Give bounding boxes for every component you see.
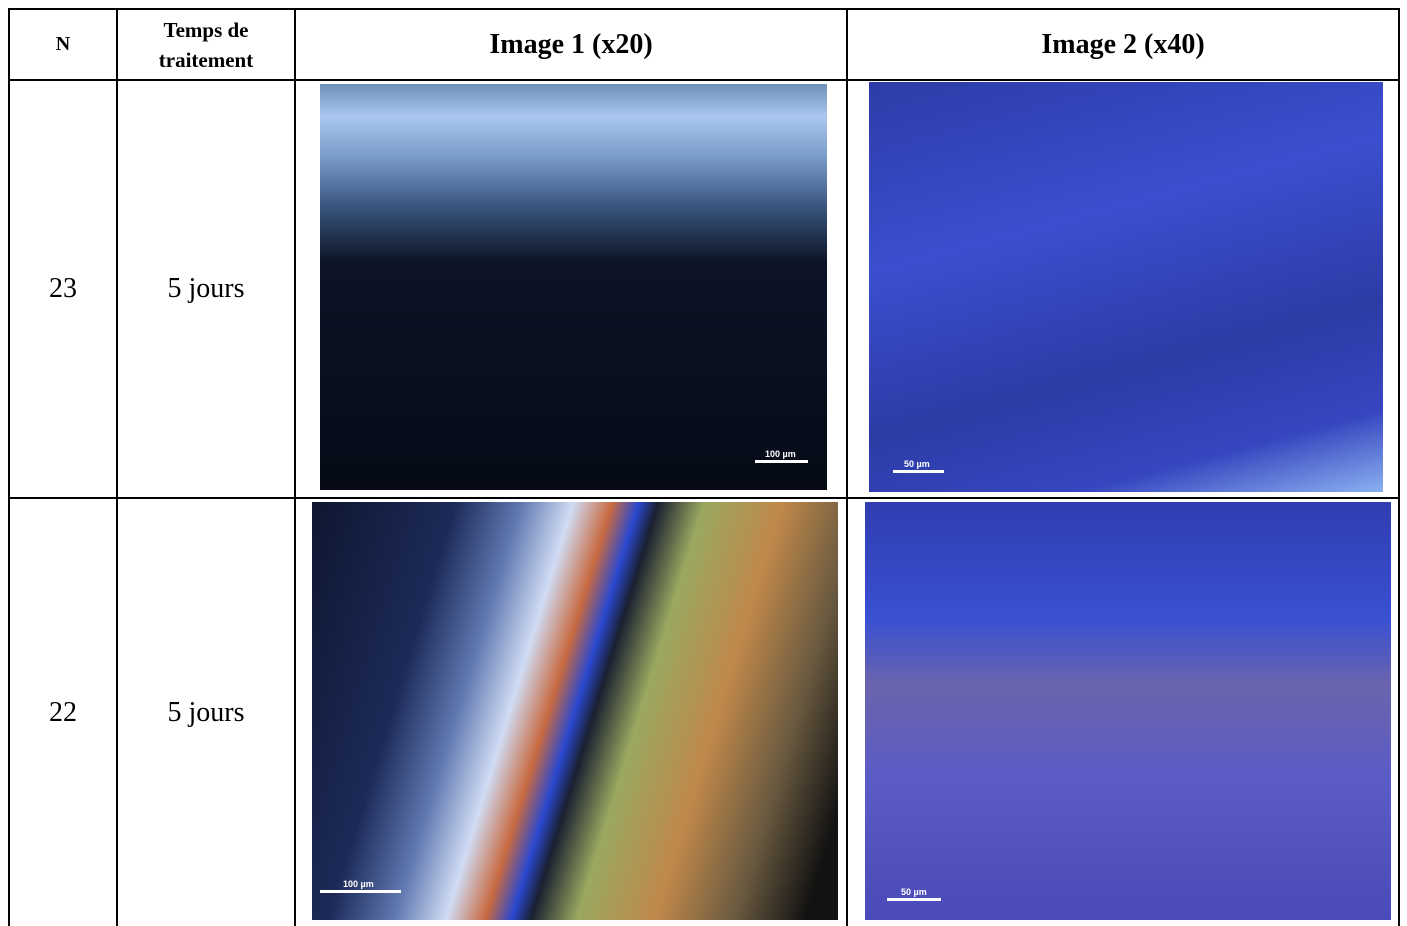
border — [1398, 8, 1400, 926]
n-cell: 23 — [49, 273, 77, 304]
border — [8, 497, 1400, 499]
header-cell: Temps de traitement — [158, 17, 254, 72]
border — [846, 8, 848, 926]
n-cell: 22 — [49, 696, 77, 728]
border — [8, 8, 1400, 10]
border — [8, 79, 1400, 81]
header-cell: N — [55, 33, 71, 55]
time-cell: 5 jours — [167, 696, 245, 728]
micrograph: 50 µm — [865, 502, 1391, 920]
scale-bar — [755, 460, 808, 463]
scale-bar — [320, 890, 401, 893]
scale-label: 100 µm — [765, 449, 796, 459]
micrograph: 100 µm — [320, 84, 827, 490]
scale-label: 50 µm — [901, 887, 927, 897]
border — [116, 8, 118, 926]
border — [8, 8, 10, 926]
header-cell: Image 2 (x40) — [1041, 28, 1205, 60]
header-cell: Image 1 (x20) — [489, 28, 653, 60]
scale-label: 100 µm — [343, 879, 374, 889]
scale-bar — [887, 898, 941, 901]
micrograph: 100 µm — [312, 502, 838, 920]
scale-label: 50 µm — [904, 459, 930, 469]
micrograph: 50 µm — [869, 82, 1383, 492]
scale-bar — [893, 470, 944, 473]
time-cell: 5 jours — [167, 273, 245, 304]
border — [294, 8, 296, 926]
